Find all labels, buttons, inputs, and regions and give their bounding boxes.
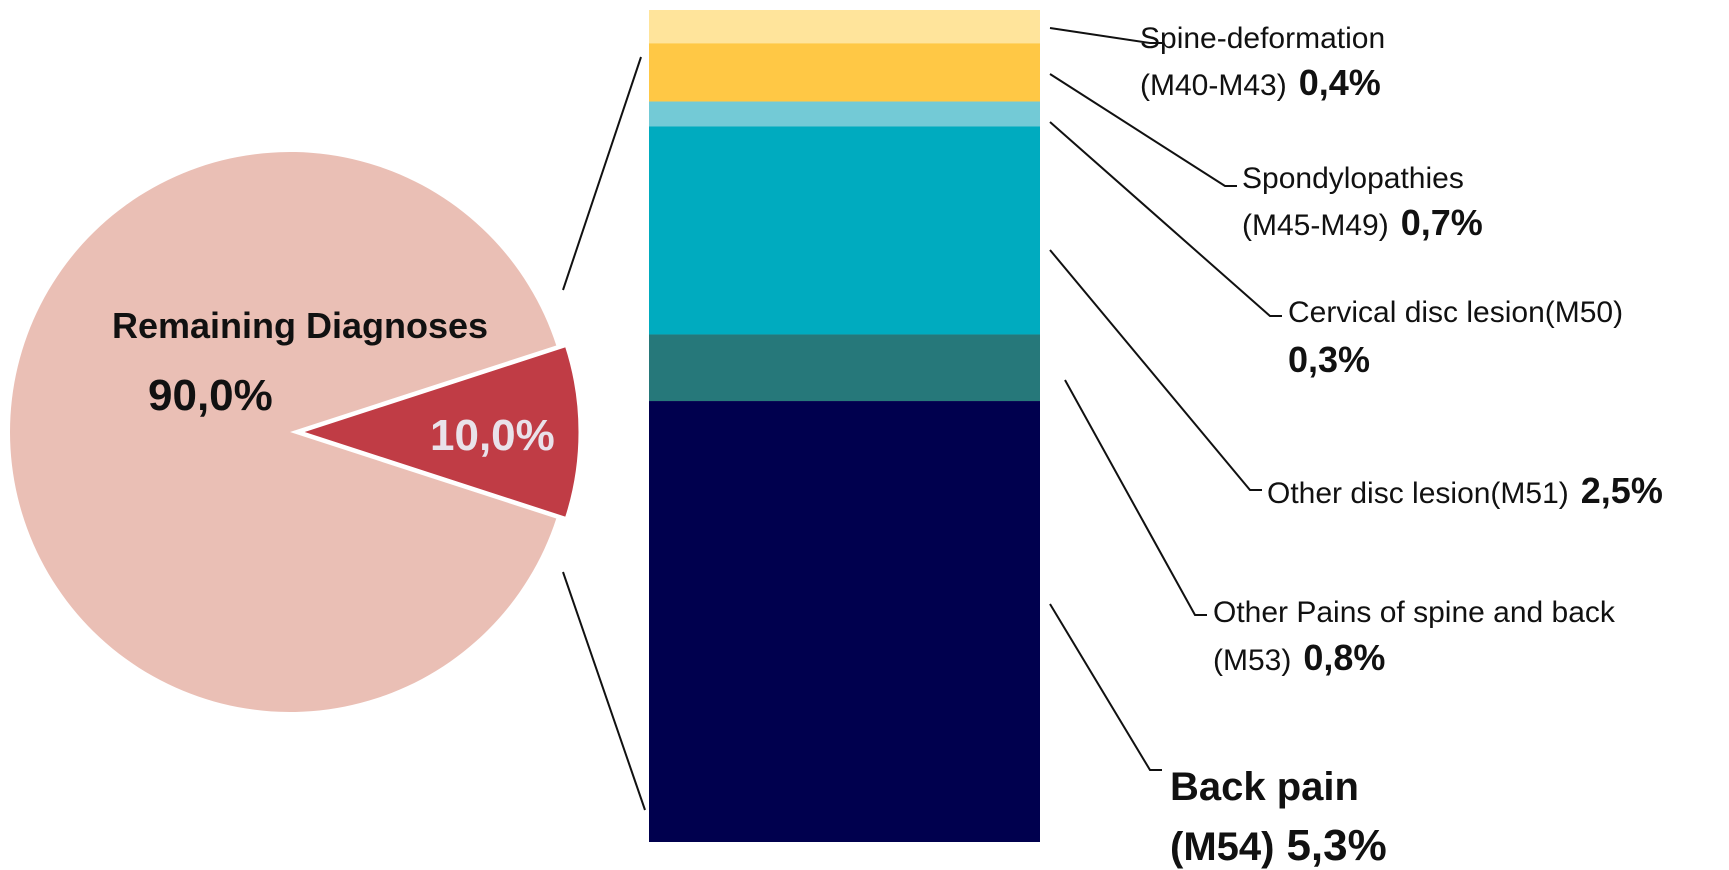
segment-label-5-code-text: (M54): [1170, 825, 1274, 869]
pie-slice-remaining: [10, 152, 557, 713]
segment-label-5-code: (M54) 5,3%: [1170, 821, 1387, 870]
bar-segment-1: [649, 43, 1040, 102]
bar-segment-2: [649, 101, 1040, 127]
segment-label-0: Spine-deformation (M40-M43) 0,4%: [1140, 22, 1385, 103]
segment-label-4-code-text: (M53): [1213, 644, 1291, 677]
connector-top: [562, 56, 642, 291]
stacked-bar: [649, 10, 1040, 842]
connector-bottom: [562, 571, 646, 811]
leader-line-5: [1049, 603, 1162, 771]
segment-label-2-value: 0,3%: [1288, 339, 1370, 380]
leader-line-2: [1049, 121, 1282, 317]
leader-line-4: [1064, 379, 1207, 616]
segment-label-3: Other disc lesion(M51) 2,5%: [1267, 470, 1663, 511]
segment-label-0-name: Spine-deformation: [1140, 22, 1385, 55]
segment-label-1-code: (M45-M49) 0,7%: [1242, 202, 1483, 243]
segment-label-4-code: (M53) 0,8%: [1213, 637, 1385, 678]
segment-label-2-name: Cervical disc lesion(M50): [1288, 296, 1623, 329]
pie-to-bar-connectors: [562, 56, 646, 811]
pie-slice-remaining-label: Remaining Diagnoses: [112, 305, 488, 346]
segment-label-4-value: 0,8%: [1303, 637, 1385, 678]
segment-label-0-code-text: (M40-M43): [1140, 69, 1287, 102]
leader-line-0: [1049, 27, 1162, 44]
segment-label-1-name: Spondylopathies: [1242, 162, 1464, 195]
bar-segment-0: [649, 10, 1040, 44]
segment-label-3-value: 2,5%: [1581, 470, 1663, 511]
segment-label-2: Cervical disc lesion(M50) 0,3%: [1288, 296, 1623, 380]
bar-segment-3: [649, 126, 1040, 335]
bar-segment-4: [649, 334, 1040, 402]
segment-labels: Spine-deformation (M40-M43) 0,4% Spondylopa…: [1140, 22, 1663, 870]
pie-slice-selected: [295, 343, 582, 521]
segment-label-4-name: Other Pains of spine and back: [1213, 596, 1616, 629]
leader-line-3: [1049, 249, 1262, 491]
pie-chart: Remaining Diagnoses 90,0% 10,0%: [10, 152, 582, 713]
segment-label-1-code-text: (M45-M49): [1242, 209, 1389, 242]
pie-slice-selected-value: 10,0%: [430, 411, 555, 460]
pie-slice-remaining-value: 90,0%: [148, 371, 273, 420]
leader-lines: [1049, 27, 1282, 771]
bar-segment-5: [649, 401, 1040, 842]
segment-label-1: Spondylopathies (M45-M49) 0,7%: [1242, 162, 1483, 243]
segment-label-1-value: 0,7%: [1401, 202, 1483, 243]
segment-label-0-value: 0,4%: [1299, 62, 1381, 103]
segment-label-3-name: Other disc lesion(M51) 2,5%: [1267, 470, 1663, 511]
segment-label-5-value: 5,3%: [1286, 821, 1386, 870]
leader-line-1: [1049, 73, 1237, 187]
segment-label-4: Other Pains of spine and back (M53) 0,8%: [1213, 596, 1616, 678]
segment-label-0-code: (M40-M43) 0,4%: [1140, 62, 1381, 103]
segment-label-5: Back pain (M54) 5,3%: [1170, 765, 1387, 870]
segment-label-5-name: Back pain: [1170, 765, 1359, 809]
